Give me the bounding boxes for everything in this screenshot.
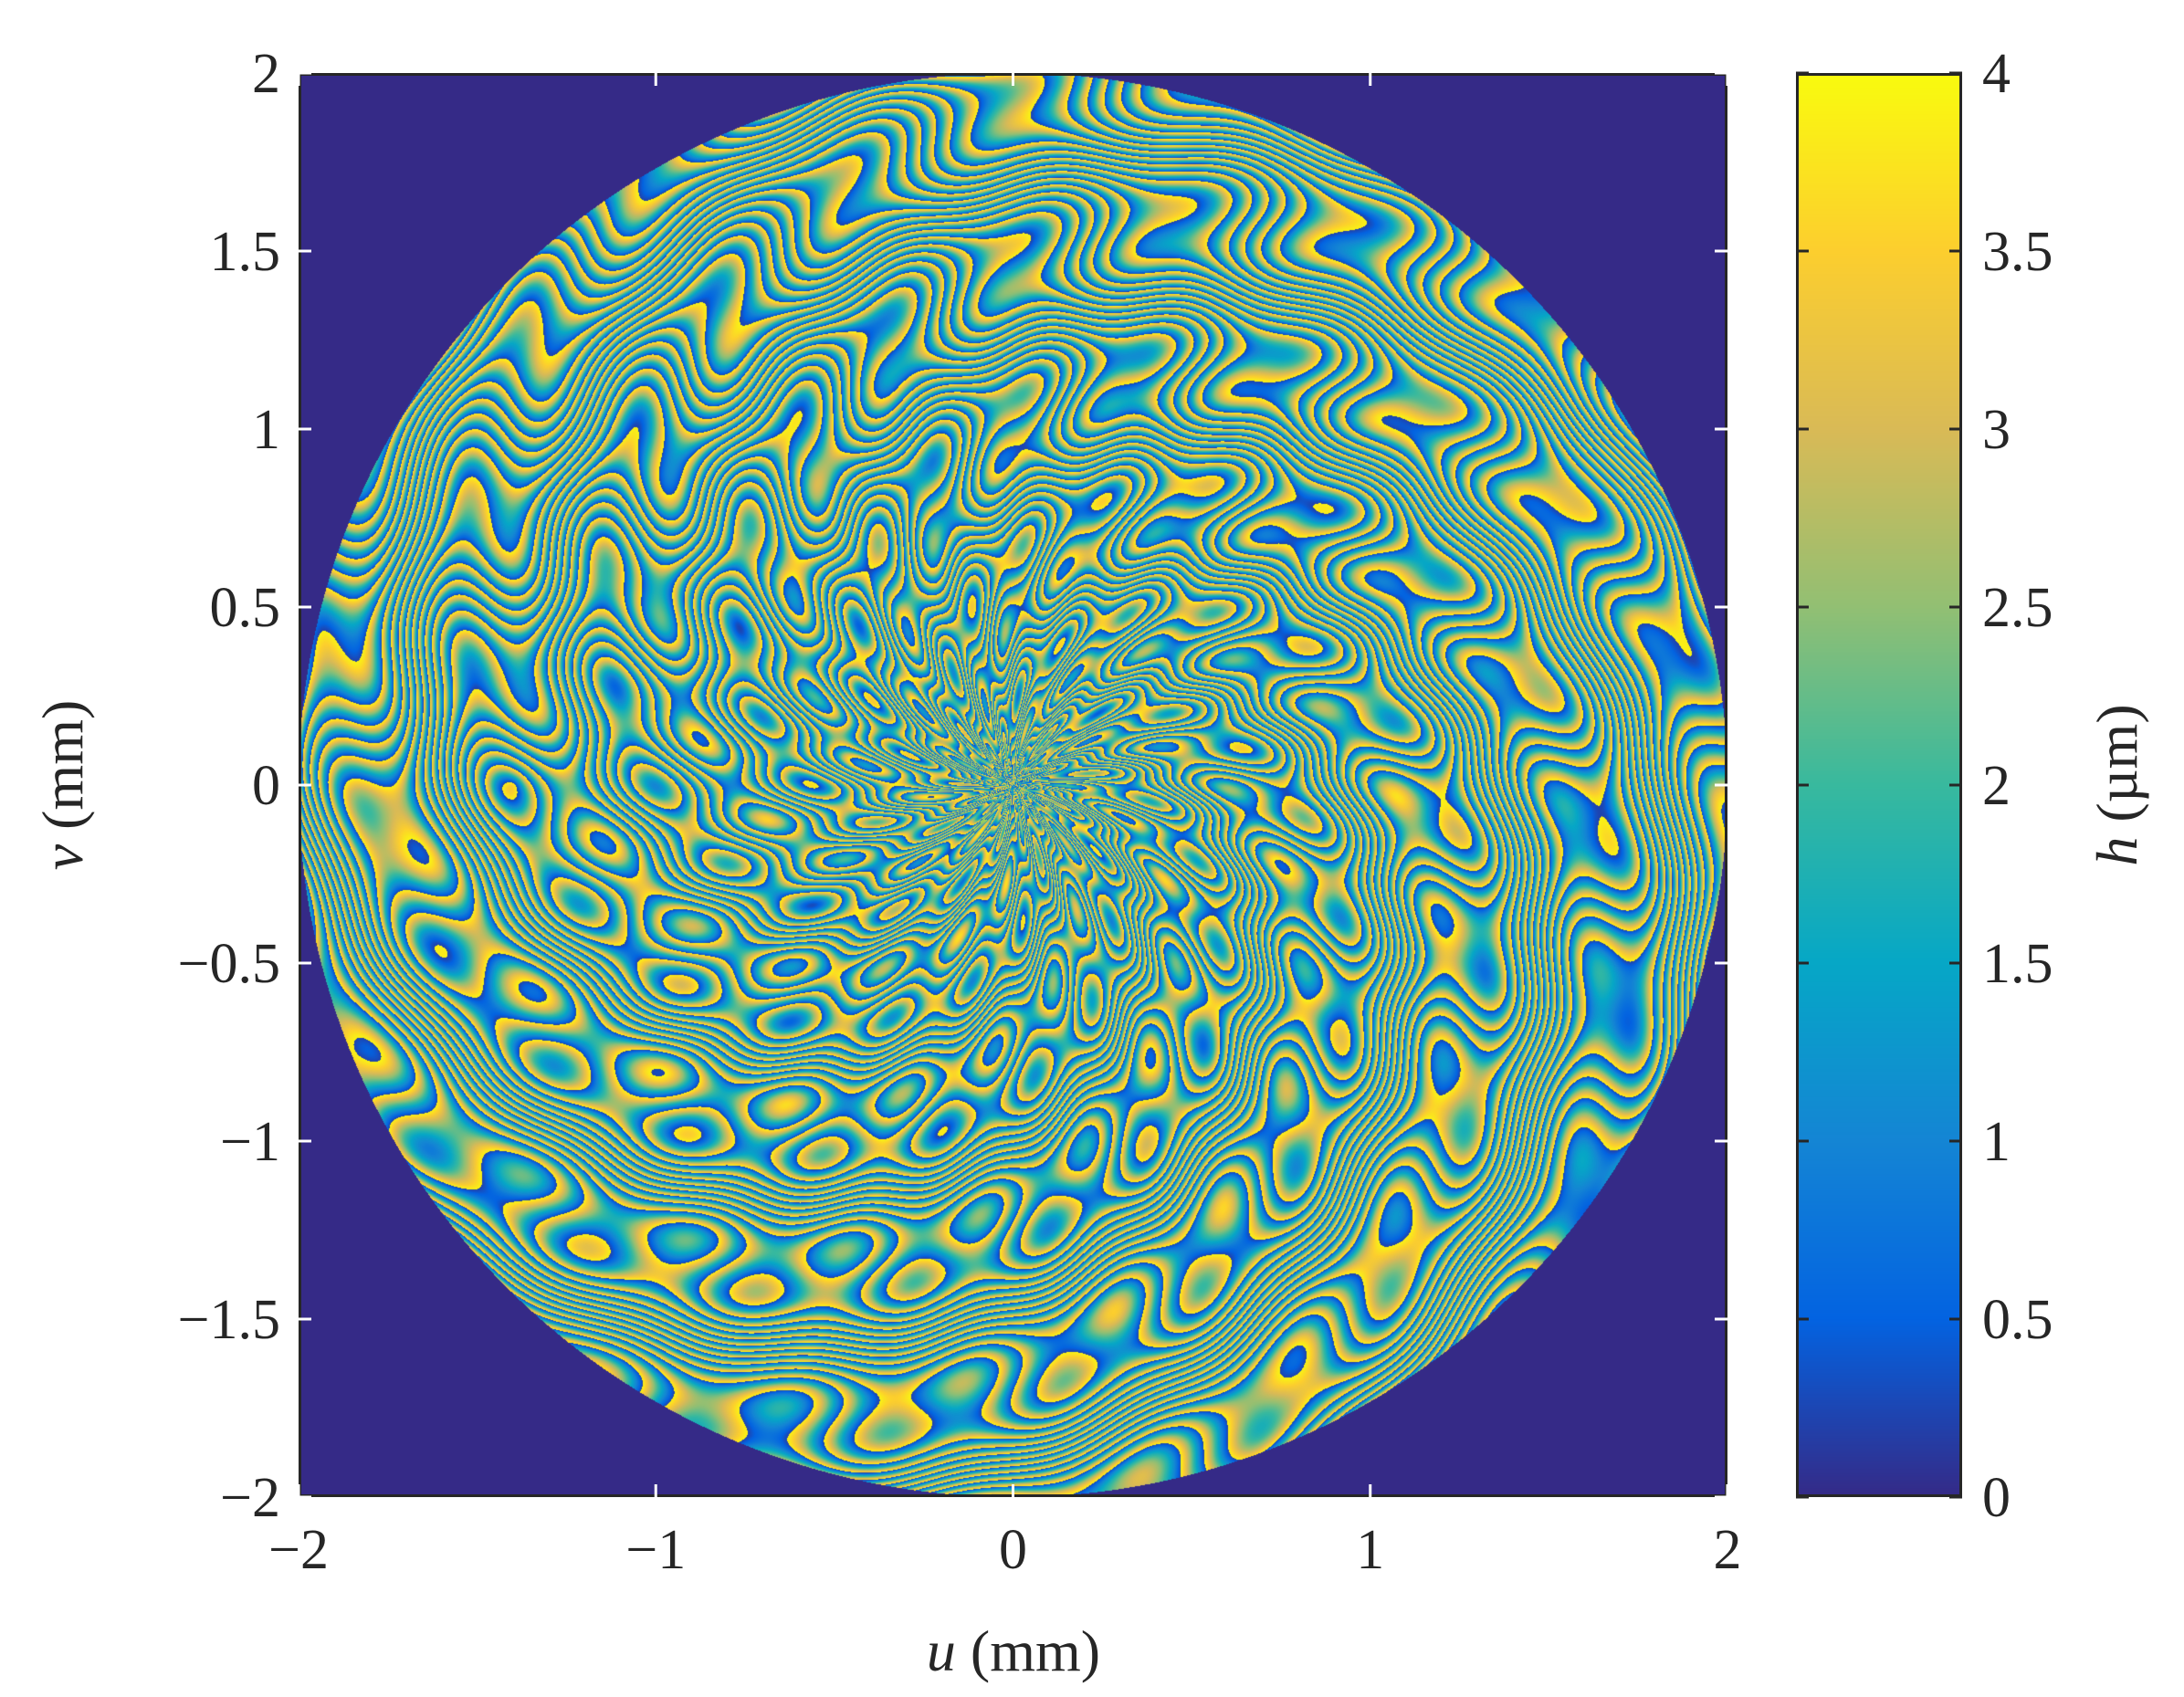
y-tick-label: 0 xyxy=(252,755,280,817)
y-tick-label: −1 xyxy=(220,1111,280,1173)
colorbar xyxy=(1796,73,1962,1497)
colorbar-tick-label: 2 xyxy=(1982,755,2011,817)
x-tick-label: 1 xyxy=(1356,1519,1384,1581)
y-tick-label: −0.5 xyxy=(178,933,280,995)
y-axis: −2 −1.5 −1 −0.5 0 0.5 1 1.5 2 xyxy=(178,43,1727,1529)
x-tick-label: −1 xyxy=(625,1519,686,1581)
colorbar-tick-label: 0.5 xyxy=(1982,1289,2053,1351)
colorbar-tick-label: 3.5 xyxy=(1982,221,2053,283)
colorbar-tick-label: 1 xyxy=(1982,1111,2011,1173)
colorbar-tick-label: 0 xyxy=(1982,1467,2011,1529)
colorbar-tick-label: 2.5 xyxy=(1982,577,2053,639)
y-tick-label: 0.5 xyxy=(210,577,281,639)
y-tick-label: −2 xyxy=(220,1467,280,1529)
y-tick-label: −1.5 xyxy=(178,1289,280,1351)
colorbar-tick-label: 1.5 xyxy=(1982,933,2053,995)
x-axis-label: u (mm) xyxy=(927,1618,1100,1683)
y-axis-label: v (mm) xyxy=(30,700,95,871)
colorbar-gradient xyxy=(1796,73,1962,1497)
y-tick-label: 1 xyxy=(252,399,280,461)
height-map-heatmap xyxy=(299,73,1727,1497)
colorbar-tick-label: 3 xyxy=(1982,399,2011,461)
y-tick-label: 2 xyxy=(252,43,280,105)
x-tick-label: −2 xyxy=(268,1519,329,1581)
heatmap-plot-area xyxy=(299,73,1727,1497)
colorbar-axis: 0 0.5 1 1.5 2 2.5 3 3.5 4 xyxy=(1796,43,2053,1529)
x-tick-label: 2 xyxy=(1714,1519,1742,1581)
x-axis: −2 −1 0 1 2 xyxy=(268,73,1742,1581)
x-tick-label: 0 xyxy=(999,1519,1027,1581)
colorbar-label: h (µm) xyxy=(2084,704,2149,865)
colorbar-tick-label: 4 xyxy=(1982,43,2011,105)
y-tick-label: 1.5 xyxy=(210,221,281,283)
